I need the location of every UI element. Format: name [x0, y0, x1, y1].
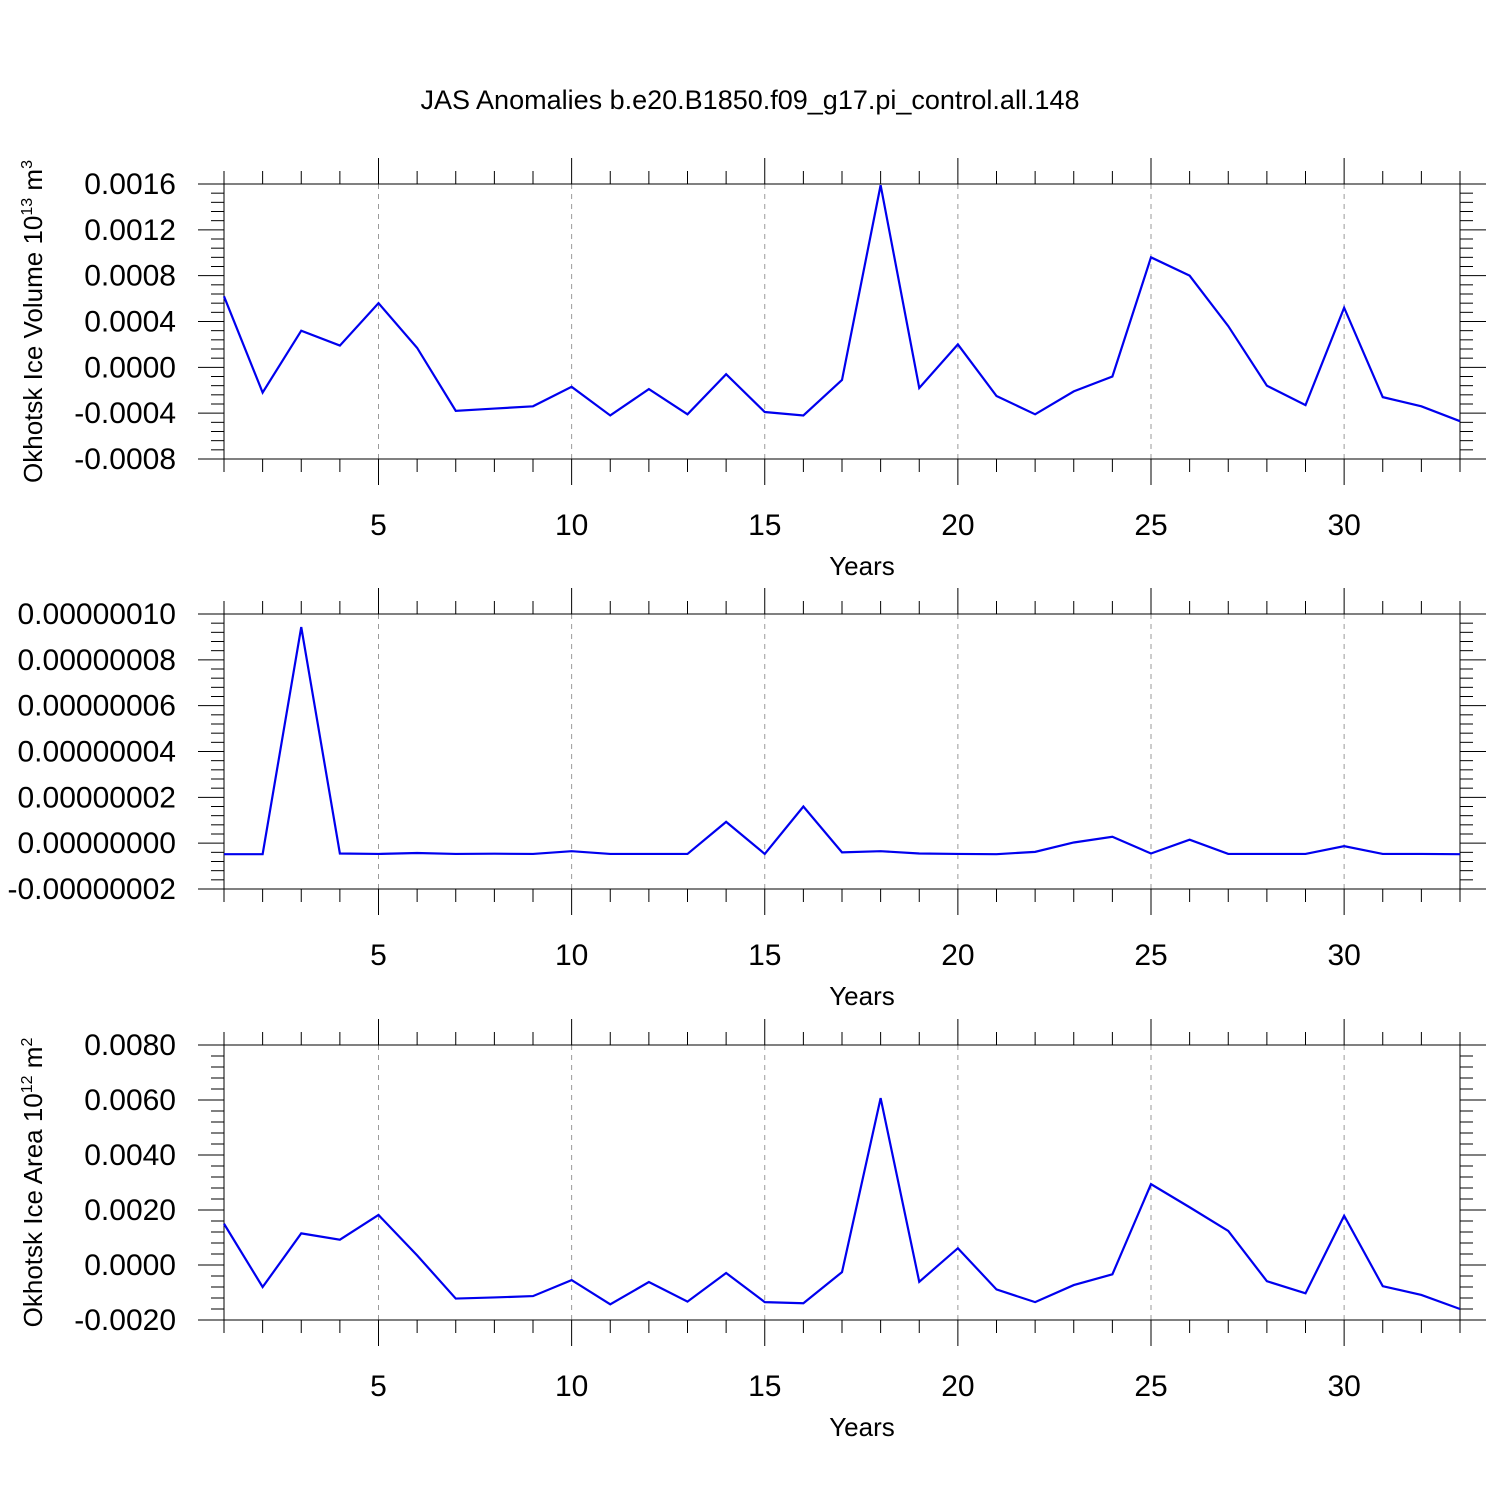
x-tick-label: 5 [370, 939, 387, 972]
y-tick-label: 0.0016 [84, 168, 176, 201]
y-tick-label: 0.00000000 [18, 827, 177, 860]
y-tick-label: 0.0040 [84, 1139, 176, 1172]
y-axis-label-unit: m [18, 169, 48, 198]
x-tick-label: 25 [1134, 939, 1167, 972]
y-axis-label-exponent: 12 [19, 1075, 36, 1093]
y-axis-label: Okhotsk Ice Area 1012 m2 [18, 1038, 48, 1328]
y-tick-label: 0.0000 [84, 1249, 176, 1282]
x-tick-label: 5 [370, 1370, 387, 1403]
chart-title: JAS Anomalies b.e20.B1850.f09_g17.pi_con… [421, 85, 1080, 115]
x-tick-label: 30 [1327, 1370, 1360, 1403]
y-tick-label: 0.00000010 [18, 598, 177, 631]
panels: 5 10 15 20 25 30Years-0.0008-0.00040.00000.00… [8, 158, 1486, 1442]
y-tick-label: 0.00000008 [18, 644, 177, 677]
y-tick-label: 0.0020 [84, 1194, 176, 1227]
x-tick-label: 15 [748, 939, 781, 972]
x-tick-label: 5 [370, 509, 387, 542]
y-tick-label: 0.0000 [84, 351, 176, 384]
y-axis-label-text: Okhotsk Ice Area 10 [18, 1093, 48, 1327]
y-axis-label: Okhotsk Ice Volume 1013 m3 [18, 160, 48, 483]
y-axis-label-exponent: 13 [19, 198, 36, 216]
series-line [222, 184, 1461, 423]
x-tick-label: 25 [1134, 1370, 1167, 1403]
series-line [224, 626, 1461, 856]
panel-3: 5 10 15 20 25 30 Years -0.0020 0.0000 0.0020 0.004… [18, 1019, 1486, 1442]
y-tick-label: 0.0060 [84, 1084, 176, 1117]
y-axis-label-unit-exponent: 2 [19, 1038, 36, 1047]
x-tick-label: 25 [1134, 509, 1167, 542]
y-tick-label: -0.0004 [74, 397, 176, 430]
x-tick-label: 10 [555, 939, 588, 972]
x-axis-label: Years [829, 551, 895, 581]
y-axis-label-text: Okhotsk Ice Volume 10 [18, 216, 48, 483]
y-tick-label: 0.0004 [84, 305, 176, 338]
x-tick-label: 30 [1327, 509, 1360, 542]
y-tick-label: 0.00000004 [18, 735, 177, 768]
y-tick-label: -0.0008 [74, 443, 176, 476]
x-tick-label: 20 [941, 509, 974, 542]
panel-1: 5 10 15 20 25 30 Years -0.0008 -0.0004 0.0000 0.00… [18, 158, 1486, 581]
y-tick-label: 0.00000002 [18, 781, 177, 814]
y-tick-label: 0.0008 [84, 260, 176, 293]
series-line [223, 1097, 1461, 1311]
x-tick-label: 10 [555, 1370, 588, 1403]
x-tick-label: 15 [748, 509, 781, 542]
y-axis-label-unit: m [18, 1047, 48, 1076]
x-tick-label: 10 [555, 509, 588, 542]
x-tick-label: 20 [941, 939, 974, 972]
panel-2: 5 10 15 20 25 30 Years -0.00000002 0.00000000 0.0… [8, 588, 1486, 1011]
y-tick-label: 0.0012 [84, 214, 176, 247]
x-axis-label: Years [829, 981, 895, 1011]
x-axis-label: Years [829, 1412, 895, 1442]
y-tick-label: 0.0080 [84, 1029, 176, 1062]
x-tick-label: 20 [941, 1370, 974, 1403]
y-tick-label: 0.00000006 [18, 690, 177, 723]
y-tick-label: -0.0020 [74, 1304, 176, 1337]
x-tick-label: 30 [1327, 939, 1360, 972]
y-axis-label-unit-exponent: 3 [19, 160, 36, 169]
x-tick-label: 15 [748, 1370, 781, 1403]
y-tick-label: -0.00000002 [8, 873, 177, 906]
